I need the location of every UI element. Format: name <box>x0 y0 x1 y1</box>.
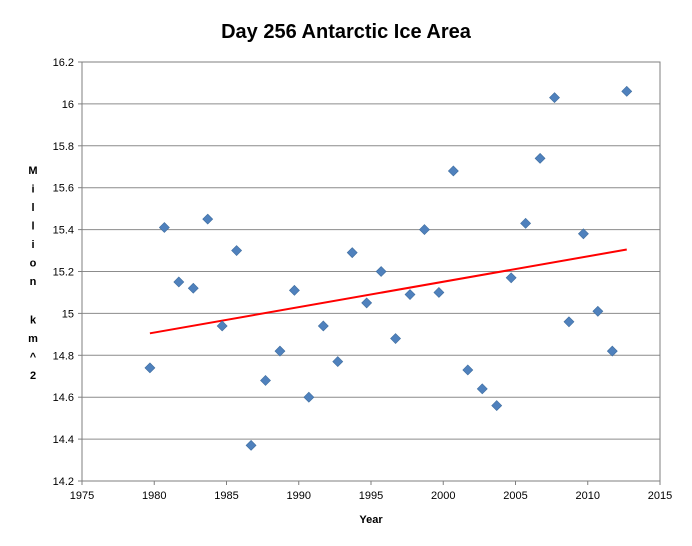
y-axis-title-char: i <box>31 184 34 196</box>
x-tick-label: 2000 <box>431 490 455 502</box>
data-point <box>317 320 329 332</box>
data-point <box>260 375 271 386</box>
y-axis-title-char: m <box>28 333 38 345</box>
y-tick-label: 15.6 <box>53 183 74 195</box>
x-tick-label: 1985 <box>214 490 238 502</box>
data-point <box>187 282 199 294</box>
y-axis-title-char: l <box>31 202 34 214</box>
y-axis-title-char: M <box>28 165 37 177</box>
y-axis-title-char: 2 <box>30 370 36 382</box>
y-axis-title-char: l <box>31 221 34 233</box>
data-point <box>462 364 474 376</box>
x-tick-label: 1990 <box>287 490 311 502</box>
y-axis-title-char: n <box>30 276 37 288</box>
trendline <box>149 248 627 335</box>
y-axis: 14.2 14.4 14.6 14.8 15 15.2 15.4 15.6 15.8 16 16.2 <box>53 57 82 488</box>
data-point <box>231 245 243 256</box>
x-tick-label: 1980 <box>142 490 166 502</box>
data-point <box>419 224 430 236</box>
data-point <box>274 345 286 357</box>
x-tick-label: 2015 <box>648 490 672 502</box>
data-point <box>505 272 517 284</box>
data-point <box>404 289 416 300</box>
data-point <box>433 287 445 298</box>
data-point <box>606 345 618 357</box>
data-point <box>361 297 373 309</box>
y-axis-title-char: i <box>31 239 34 251</box>
data-point <box>549 92 560 104</box>
data-point <box>216 320 228 332</box>
data-point <box>491 400 503 412</box>
x-tick-label: 1995 <box>359 490 383 502</box>
trendline-segment <box>149 248 627 335</box>
y-tick-label: 14.2 <box>53 476 74 488</box>
data-point <box>202 213 214 225</box>
x-tick-label: 2010 <box>576 490 600 502</box>
y-tick-label: 14.4 <box>53 434 74 446</box>
grid-lines <box>82 103 660 440</box>
data-point <box>520 217 532 229</box>
y-tick-label: 16 <box>62 99 74 111</box>
data-point <box>621 85 633 97</box>
data-point <box>390 333 401 344</box>
y-tick-label: 15.4 <box>53 225 74 237</box>
y-tick-label: 15.8 <box>53 141 74 153</box>
y-tick-label: 15 <box>62 308 74 320</box>
data-point <box>346 247 358 259</box>
data-points <box>144 85 633 451</box>
x-axis-title: Year <box>359 514 383 526</box>
data-point <box>534 152 546 164</box>
data-point <box>158 222 170 233</box>
data-point <box>288 284 300 296</box>
data-point <box>173 276 185 288</box>
data-point <box>476 383 488 395</box>
y-axis-title-char: k <box>30 315 37 327</box>
data-point <box>577 228 589 240</box>
data-point <box>563 316 575 328</box>
x-tick-label: 1975 <box>70 490 94 502</box>
data-point <box>144 362 156 374</box>
x-axis: 1975 1980 1985 1990 1995 2000 2005 2010 2015 <box>70 481 672 502</box>
data-point <box>332 356 344 368</box>
data-point <box>592 305 604 317</box>
y-tick-label: 14.8 <box>53 350 74 362</box>
y-axis-title-char: ^ <box>30 352 37 364</box>
y-tick-label: 14.6 <box>53 392 74 404</box>
x-tick-label: 2005 <box>503 490 527 502</box>
data-point <box>245 439 257 451</box>
y-tick-label: 15.2 <box>53 267 74 279</box>
y-tick-label: 16.2 <box>53 57 74 69</box>
chart-title: Day 256 Antarctic Ice Area <box>221 21 472 43</box>
data-point <box>303 391 315 403</box>
data-point <box>375 266 387 277</box>
y-axis-title-char: o <box>30 258 37 270</box>
data-point <box>447 165 459 177</box>
